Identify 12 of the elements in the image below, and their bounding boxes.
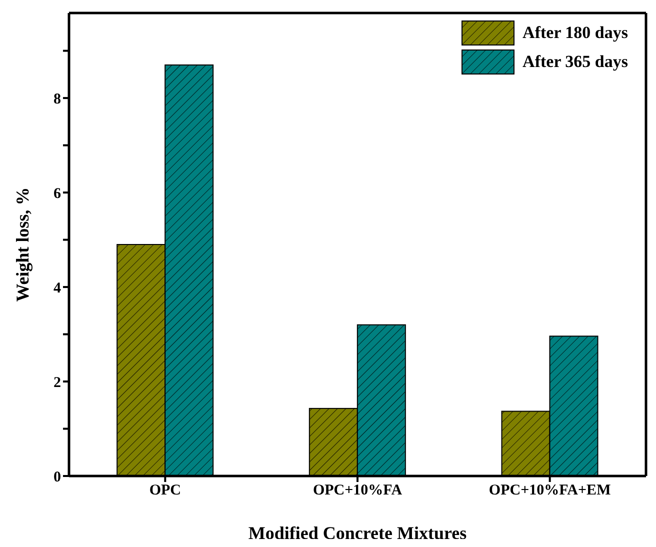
y-tick-label: 8 <box>54 91 61 108</box>
y-tick-label: 2 <box>54 374 61 391</box>
x-tick-label: OPC <box>149 482 182 499</box>
legend-label: After 180 days <box>522 23 628 43</box>
legend-label: After 365 days <box>522 52 628 72</box>
x-tick-label: OPC+10%FA+EM <box>488 482 611 499</box>
x-tick-label: OPC+10%FA <box>312 482 402 499</box>
y-tick-label: 6 <box>54 186 62 202</box>
y-tick-label: 0 <box>54 469 61 486</box>
x-axis-title: Modified Concrete Mixtures <box>248 523 467 543</box>
y-tick-label: 4 <box>54 280 62 296</box>
y-axis-title: Weight loss, % <box>12 187 32 302</box>
